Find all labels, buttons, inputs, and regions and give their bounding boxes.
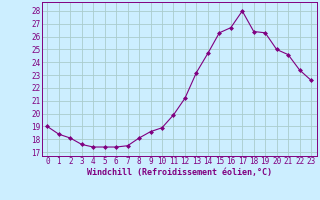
X-axis label: Windchill (Refroidissement éolien,°C): Windchill (Refroidissement éolien,°C) (87, 168, 272, 177)
